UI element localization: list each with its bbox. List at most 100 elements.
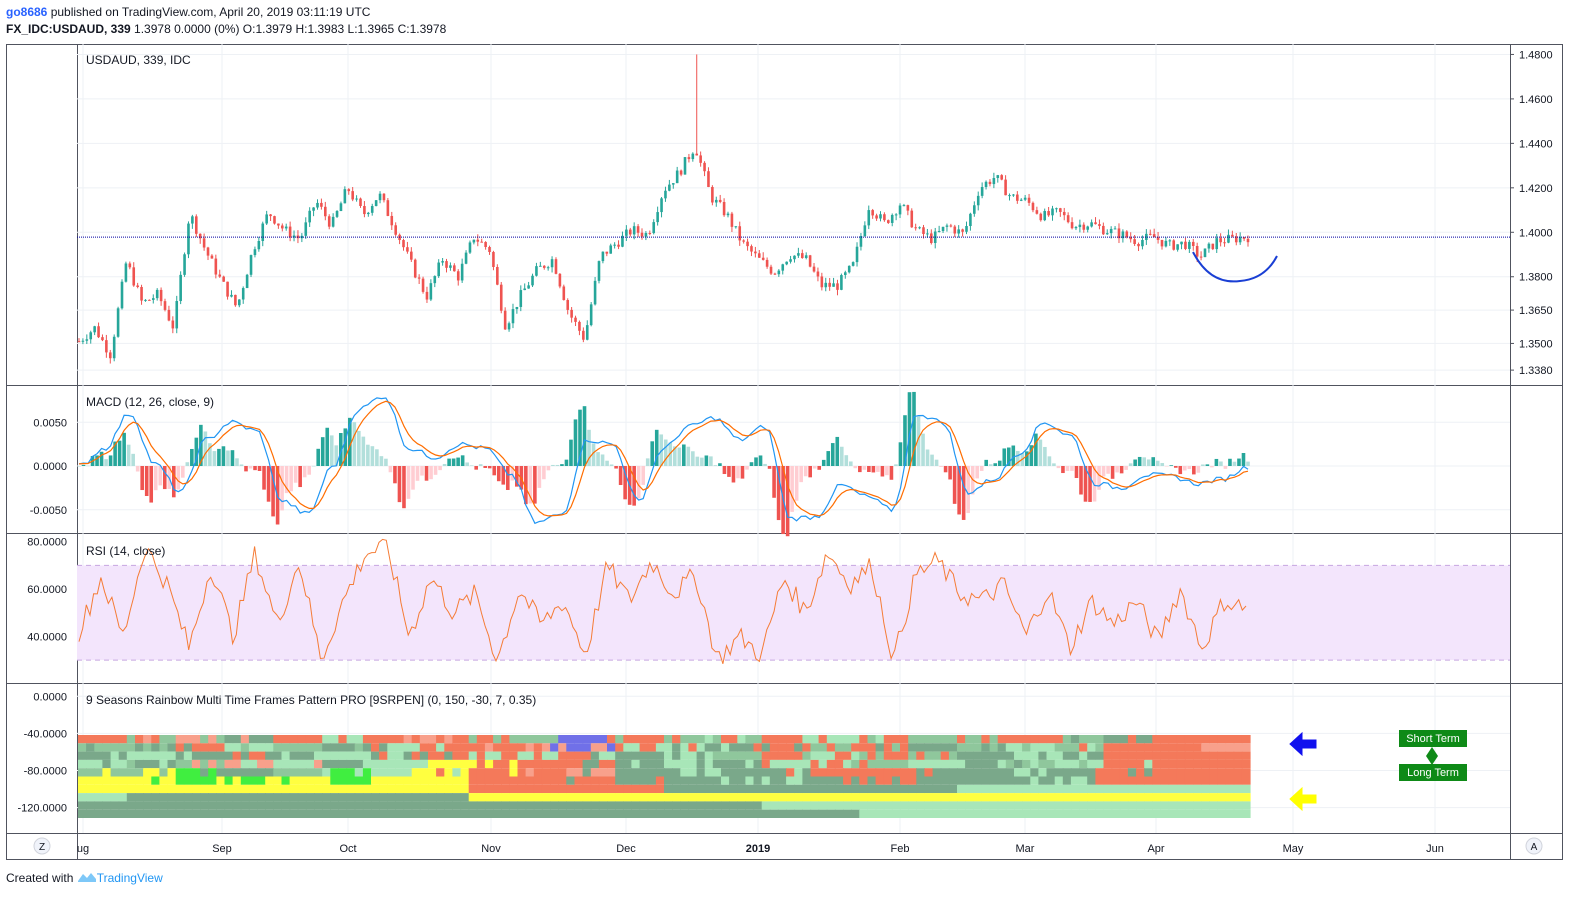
heatmap-cell [900,809,909,818]
heatmap-cell [1087,784,1096,794]
candle-body [628,229,632,235]
candle [218,269,222,278]
heatmap-cell [875,809,885,818]
candle [230,290,233,298]
candle-body [226,281,229,297]
candle [308,207,311,227]
heatmap-cell [973,776,982,785]
heatmap-cell [558,793,567,802]
heatmap-cell [1070,801,1080,810]
candle [1078,219,1082,233]
candle-body [406,247,409,252]
heatmap-cell [761,735,771,744]
heatmap-cell [452,809,462,818]
heatmap-cell [745,801,755,810]
heatmap-cell [346,768,356,777]
macd-histogram-bar [966,466,970,514]
heatmap-cell [232,735,242,744]
heatmap-cell [362,793,372,802]
heatmap-cell [175,735,185,744]
heatmap-cell [94,784,103,794]
candle-body [374,200,378,207]
heatmap-cell [989,743,999,752]
heatmap-cell [444,776,453,785]
tradingview-brand[interactable]: TradingView [96,871,163,885]
heatmap-cell [1127,801,1137,810]
heatmap-cell [371,751,380,760]
rsi-pane[interactable] [77,538,1510,664]
heatmap-cell [1030,801,1039,810]
macd-histogram-bar [456,457,460,466]
candle [503,307,507,330]
heatmap-cell [623,735,632,744]
macd-histogram-bar [632,466,636,506]
candle-body [605,251,609,254]
candle [535,262,538,277]
heatmap-cell [704,801,714,810]
heatmap-cell [94,809,103,818]
heatmap-cell [582,784,592,794]
candle [1176,244,1179,252]
heatmap-cell [932,776,942,785]
price-pane[interactable] [77,54,1510,364]
macd-histogram-bar [1124,466,1128,470]
candle-body [1051,208,1054,216]
heatmap-cell [183,768,193,777]
heatmap-cell [761,776,771,785]
zoom-left-button[interactable]: Z [33,837,51,855]
candle-body [327,216,331,227]
macd-histogram-bar [266,466,271,502]
macd-histogram-bar [609,464,614,466]
heatmap-cell [1095,743,1105,752]
candle [656,206,659,226]
heatmap-cell [1103,759,1113,769]
heatmap-cell [1014,784,1023,794]
author-link[interactable]: go8686 [6,5,48,19]
heatmap-cell [574,751,584,760]
heatmap-cell [224,809,234,818]
auto-scale-button[interactable]: A [1525,837,1543,855]
heatmap-cell [191,743,201,752]
candle-body [1219,238,1222,243]
heatmap-cell [159,809,169,818]
macd-line [78,397,1249,525]
heatmap-cell [1079,743,1088,752]
heatmap-cell [680,759,689,769]
heatmap-cell [452,751,462,760]
heatmap-cell [216,793,226,802]
heatmap-cell [948,801,958,810]
macd-pane[interactable] [77,391,1250,537]
heatmap-cell [289,759,299,769]
macd-histogram-bar [501,466,506,485]
candle [124,261,128,283]
heatmap-cell [484,784,494,794]
heatmap-cell [387,759,396,769]
heatmap-cell [761,751,771,760]
heatmap-cell [965,768,974,777]
candle-body [683,157,687,175]
candle [632,222,636,240]
candle [179,271,182,305]
candle-body [914,227,917,229]
heatmap-cell [208,809,217,818]
heatmap-cell [1217,759,1227,769]
heatmap-cell [769,784,779,794]
heatmap-cell [891,776,901,785]
candle-body [887,220,890,223]
heatmap-cell [1201,735,1210,744]
heatmap-cell [525,768,535,777]
heatmap-cell [1054,801,1064,810]
heatmap-cell [86,768,95,777]
macd-histogram-bar [758,455,763,466]
heatmap-cell [476,768,486,777]
candle [1039,212,1043,222]
macd-histogram-bar [533,466,537,504]
heatmap-cell [1176,759,1186,769]
short-term-badge [1399,730,1467,747]
heatmap-cell [436,768,445,777]
heatmap-cell [1209,784,1218,794]
heatmap-cell [1030,743,1039,752]
heatmap-cell [550,768,559,777]
